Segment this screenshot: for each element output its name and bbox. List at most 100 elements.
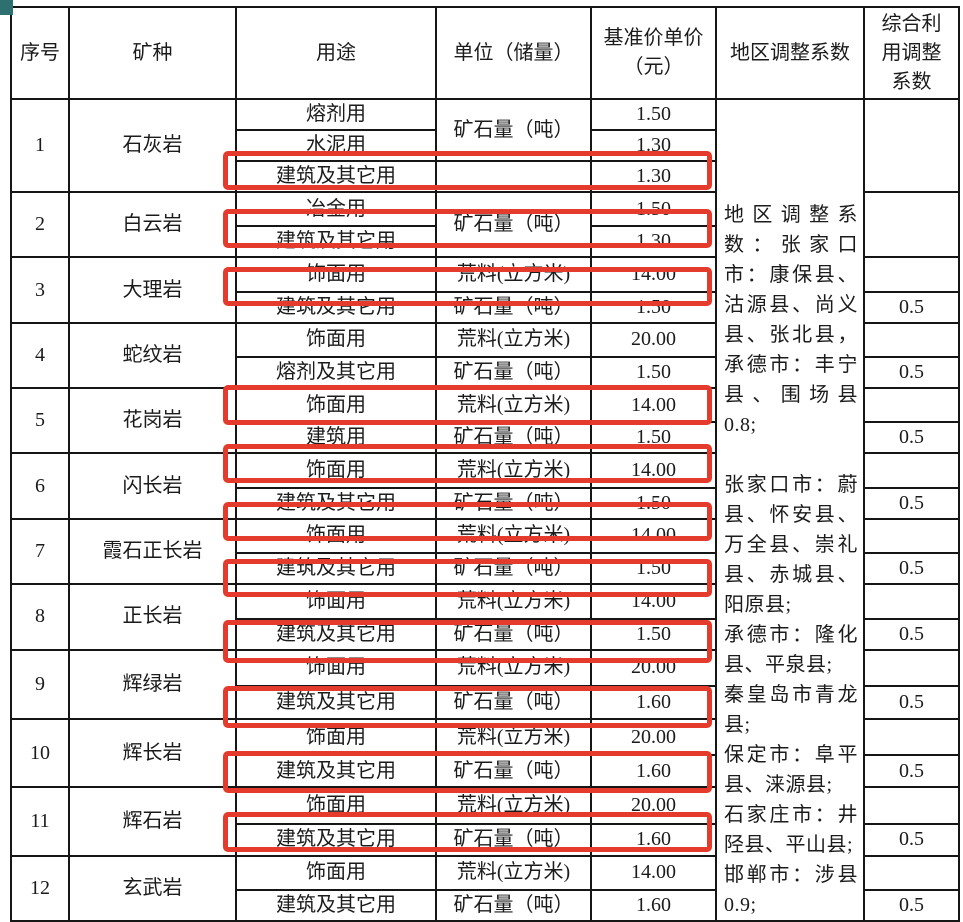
price-cell: 14.00 <box>590 583 717 620</box>
util-coef-cell: 0.5 <box>863 356 960 390</box>
price-cell: 1.50 <box>590 617 717 651</box>
util-coef-cell <box>863 452 960 489</box>
unit-cell: 矿石量（吨） <box>435 822 592 857</box>
price-cell: 1.50 <box>590 552 717 586</box>
use-cell: 饰面用 <box>235 321 437 359</box>
util-coef-cell <box>863 583 960 620</box>
mineral-cell: 闪长岩 <box>68 452 237 520</box>
unit-cell: 矿石量（吨） <box>435 356 592 390</box>
column-header-seq: 序号 <box>10 6 70 100</box>
unit-cell: 矿石量（吨） <box>435 754 592 789</box>
price-cell: 14.00 <box>590 256 717 293</box>
mineral-cell: 辉绿岩 <box>68 648 237 720</box>
use-cell: 建筑及其它用 <box>235 822 437 857</box>
seq-cell: 3 <box>10 256 70 324</box>
mineral-cell: 霞石正长岩 <box>68 517 237 586</box>
seq-cell: 7 <box>10 517 70 586</box>
unit-cell: 矿石量（吨） <box>435 684 592 720</box>
util-coef-cell: 0.5 <box>863 617 960 651</box>
seq-cell: 5 <box>10 387 70 455</box>
util-coef-cell: 0.5 <box>863 754 960 789</box>
seq-cell: 9 <box>10 648 70 720</box>
unit-cell: 荒料(立方米) <box>435 648 592 687</box>
util-coef-cell <box>863 321 960 359</box>
util-coef-cell: 0.5 <box>863 552 960 586</box>
price-cell: 1.60 <box>590 889 717 922</box>
price-cell: 14.00 <box>590 452 717 489</box>
unit-cell: 荒料(立方米) <box>435 517 592 555</box>
mineral-cell: 石灰岩 <box>68 98 237 193</box>
seq-cell: 12 <box>10 854 70 922</box>
util-coef-cell: 0.5 <box>863 421 960 455</box>
util-coef-cell <box>863 98 960 193</box>
use-cell: 水泥用 <box>235 129 437 162</box>
mineral-cell: 花岗岩 <box>68 387 237 455</box>
price-cell: 14.00 <box>590 517 717 555</box>
use-cell: 饰面用 <box>235 583 437 620</box>
price-cell: 20.00 <box>590 786 717 825</box>
mineral-cell: 白云岩 <box>68 190 237 259</box>
unit-cell: 荒料(立方米) <box>435 321 592 359</box>
price-cell: 1.50 <box>590 421 717 455</box>
unit-cell: 矿石量（吨） <box>435 190 592 259</box>
seq-cell: 6 <box>10 452 70 520</box>
price-cell: 1.60 <box>590 684 717 720</box>
table-row: 建筑及其它用 矿石量（吨） 1.60 0.5 <box>11 754 960 789</box>
column-header-price: 基准价单价（元） <box>590 6 717 100</box>
table-row: 建筑及其它用 矿石量（吨） 1.50 0.5 <box>11 552 960 586</box>
unit-cell: 荒料(立方米) <box>435 387 592 424</box>
util-coef-cell <box>863 517 960 555</box>
unit-cell: 矿石量（吨） <box>435 421 592 455</box>
use-cell: 建筑及其它用 <box>235 160 437 193</box>
unit-cell: 荒料(立方米) <box>435 583 592 620</box>
price-cell: 14.00 <box>590 854 717 892</box>
use-cell: 饰面用 <box>235 648 437 687</box>
price-table: 序号 矿种 用途 单位（储量） 基准价单价（元） 地区调整系数 综合利用调整系数… <box>10 6 960 922</box>
region-note-cell: 地区调整系数：张家口市：康保县、沽源县、尚义县、张北县，承德市：丰宁县、围场县0… <box>715 98 865 922</box>
use-cell: 建筑及其它用 <box>235 754 437 789</box>
unit-cell: 荒料(立方米) <box>435 452 592 489</box>
use-cell: 饰面用 <box>235 717 437 757</box>
seq-cell: 10 <box>10 717 70 789</box>
use-cell: 建筑及其它用 <box>235 486 437 520</box>
use-cell: 建筑及其它用 <box>235 684 437 720</box>
mineral-cell: 玄武岩 <box>68 854 237 922</box>
price-cell: 20.00 <box>590 321 717 359</box>
use-cell: 建筑及其它用 <box>235 552 437 586</box>
column-header-mineral: 矿种 <box>68 6 237 100</box>
seq-cell: 4 <box>10 321 70 390</box>
unit-cell: 矿石量（吨） <box>435 617 592 651</box>
util-coef-cell <box>863 190 960 259</box>
use-cell: 建筑用 <box>235 421 437 455</box>
column-header-util: 综合利用调整系数 <box>863 6 960 100</box>
table-row: 建筑及其它用 1.30 <box>11 225 959 259</box>
price-cell: 1.30 <box>590 225 717 259</box>
table-row: 水泥用 1.30 <box>11 129 959 162</box>
price-cell: 1.50 <box>590 486 717 520</box>
unit-cell <box>435 160 592 193</box>
corner-artifact <box>0 0 13 15</box>
seq-cell: 11 <box>10 786 70 857</box>
use-cell: 建筑及其它用 <box>235 225 437 259</box>
price-cell: 1.50 <box>590 290 717 324</box>
mineral-cell: 大理岩 <box>68 256 237 324</box>
unit-cell: 荒料(立方米) <box>435 717 592 757</box>
util-coef-cell: 0.5 <box>863 889 960 922</box>
table-row: 4 蛇纹岩 饰面用 荒料(立方米) 20.00 <box>10 321 960 390</box>
use-cell: 建筑及其它用 <box>235 617 437 651</box>
column-header-use: 用途 <box>235 6 437 100</box>
util-coef-cell: 0.5 <box>863 290 960 324</box>
util-coef-cell <box>863 717 960 757</box>
price-cell: 1.50 <box>590 356 717 390</box>
use-cell: 熔剂用 <box>235 98 437 131</box>
util-coef-cell <box>863 256 960 293</box>
util-coef-cell <box>863 854 960 892</box>
use-cell: 熔剂及其它用 <box>235 356 437 390</box>
price-cell: 20.00 <box>590 717 717 757</box>
use-cell: 饰面用 <box>235 387 437 424</box>
seq-cell: 8 <box>10 583 70 651</box>
use-cell: 建筑及其它用 <box>235 290 437 324</box>
use-cell: 饰面用 <box>235 786 437 825</box>
use-cell: 饰面用 <box>235 517 437 555</box>
price-cell: 1.60 <box>590 822 717 857</box>
